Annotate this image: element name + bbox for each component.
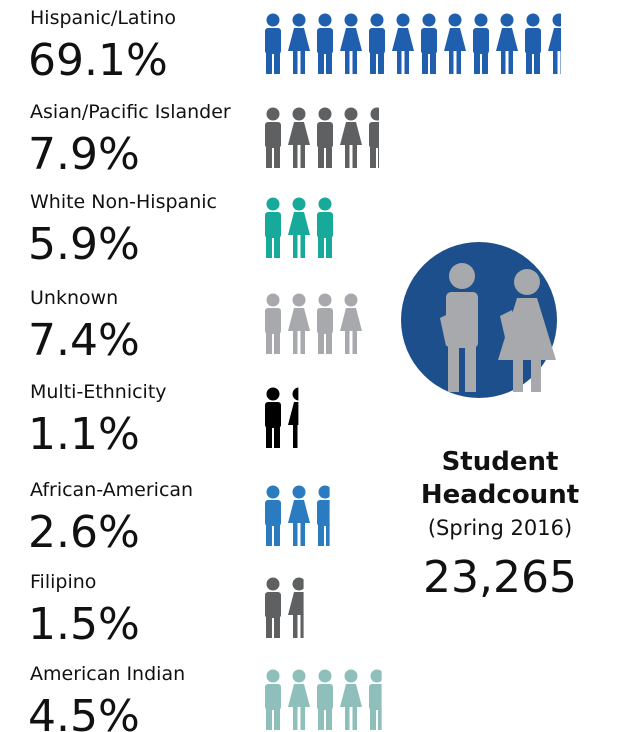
person-icon [392,13,414,74]
person-icon [288,13,310,74]
person-icon [317,293,333,354]
headcount-title: Student [442,447,559,477]
person-icon [265,577,281,638]
person-icon [369,669,382,730]
person-icon [340,13,362,74]
person-icon [340,293,362,354]
icon-row [265,107,379,168]
person-icon [288,485,310,546]
person-icon [288,577,304,638]
person-icon [525,13,541,74]
person-icon [548,13,561,74]
icon-row [265,485,330,546]
person-icon [288,293,310,354]
person-icon [421,13,437,74]
group-percent: 4.5% [28,691,140,732]
person-icon [317,13,333,74]
person-icon [317,669,333,730]
headcount-total: 23,265 [423,552,577,603]
person-icon [369,107,379,168]
person-icon [317,107,333,168]
group-label: Asian/Pacific Islander [30,101,231,123]
person-icon [496,13,518,74]
person-icon [340,669,362,730]
icon-row [265,387,299,448]
group-percent: 7.4% [28,315,140,366]
person-icon [288,669,310,730]
person-icon [444,13,466,74]
headcount-term: (Spring 2016) [428,516,572,540]
headcount-title: Headcount [421,480,579,510]
icon-row [265,669,382,730]
group-percent: 1.5% [28,599,140,650]
icon-row [265,293,362,354]
group-label: Unknown [30,287,118,309]
icon-row [265,577,304,638]
person-icon [265,485,281,546]
group-label: Hispanic/Latino [30,7,176,29]
person-icon [265,13,281,74]
person-icon [340,107,362,168]
person-icon [317,197,333,258]
group-percent: 5.9% [28,219,140,270]
group-label: Multi-Ethnicity [30,381,167,403]
icon-row [265,197,333,258]
icon-row [265,13,561,74]
person-icon [288,387,299,448]
person-icon [288,197,310,258]
person-icon [265,107,281,168]
person-icon [317,485,330,546]
person-icon [265,387,281,448]
group-percent: 7.9% [28,129,140,180]
badge-people [440,263,556,392]
group-percent: 1.1% [28,409,140,460]
group-label: American Indian [30,663,185,685]
group-label: Filipino [30,571,96,593]
person-icon [288,107,310,168]
group-percent: 69.1% [28,35,168,86]
person-icon [369,13,385,74]
group-percent: 2.6% [28,507,140,558]
person-icon [265,669,281,730]
person-icon [473,13,489,74]
person-icon [265,197,281,258]
person-icon [265,293,281,354]
group-label: White Non-Hispanic [30,191,217,213]
group-label: African-American [30,479,193,501]
